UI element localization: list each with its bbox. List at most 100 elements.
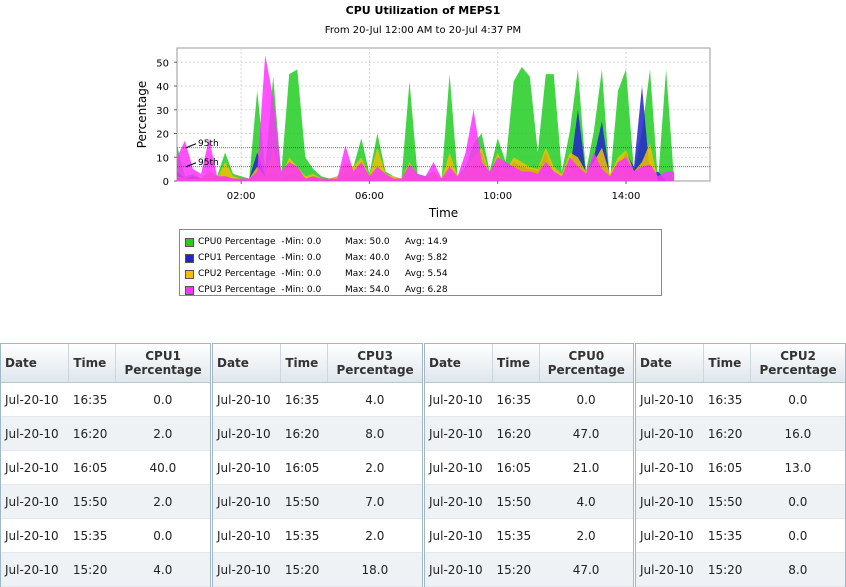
x-tick-label: 02:00: [227, 191, 256, 202]
cell-date: Jul-20-10: [213, 450, 281, 485]
legend-swatch: [185, 253, 194, 263]
column-header-time[interactable]: Time: [492, 344, 540, 383]
table-row: Jul-20-10 15:35 0.0: [1, 518, 210, 553]
y-tick-label: 0: [163, 177, 169, 188]
cell-date: Jul-20-10: [425, 518, 493, 553]
column-header-value[interactable]: CPU3 Percentage: [327, 344, 422, 383]
table-row: Jul-20-10 16:20 47.0: [425, 416, 633, 451]
cell-date: Jul-20-10: [1, 450, 69, 485]
cell-date: Jul-20-10: [425, 450, 493, 485]
column-header-time[interactable]: Time: [68, 344, 117, 383]
cell-time: 16:05: [280, 450, 328, 485]
chart-subtitle: From 20-Jul 12:00 AM to 20-Jul 4:37 PM: [324, 25, 522, 36]
x-tick-label: 10:00: [483, 191, 512, 202]
cell-time: 15:20: [703, 552, 751, 587]
cell-date: Jul-20-10: [213, 382, 281, 417]
cell-value: 21.0: [539, 450, 633, 485]
cell-date: Jul-20-10: [636, 416, 704, 451]
cell-value: 0.0: [115, 518, 210, 553]
cell-time: 15:50: [280, 484, 328, 519]
table-row: Jul-20-10 16:35 0.0: [425, 382, 633, 417]
legend-series-name: CPU0 Percentage -: [198, 237, 285, 247]
cell-value: 2.0: [327, 450, 422, 485]
cpu1-table: Date Time CPU1 Percentage Jul-20-10 16:35 0.0 J…: [0, 343, 211, 587]
series-area-0: [177, 67, 675, 181]
cell-date: Jul-20-10: [425, 382, 493, 417]
column-header-time[interactable]: Time: [703, 344, 752, 383]
cpu0-table: Date Time CPU0 Percentage Jul-20-10 16:35 0.0 J…: [424, 343, 634, 587]
table-row: Jul-20-10 15:50 2.0: [1, 484, 210, 519]
x-axis-label: Time: [428, 206, 458, 220]
cell-value: 47.0: [539, 416, 633, 451]
cell-time: 15:20: [280, 552, 328, 587]
cell-date: Jul-20-10: [1, 518, 69, 553]
column-header-time[interactable]: Time: [280, 344, 329, 383]
cell-time: 16:35: [280, 382, 328, 417]
table-row: Jul-20-10 15:35 2.0: [425, 518, 633, 553]
table-row: Jul-20-10 15:20 8.0: [636, 552, 845, 587]
cell-date: Jul-20-10: [1, 552, 69, 587]
cell-date: Jul-20-10: [636, 518, 704, 553]
table-row: Jul-20-10 15:35 2.0: [213, 518, 422, 553]
legend-series-name: CPU1 Percentage -: [198, 253, 285, 263]
cell-time: 16:20: [280, 416, 328, 451]
cell-time: 16:35: [492, 382, 540, 417]
column-header-date[interactable]: Date: [425, 344, 494, 383]
cell-value: 0.0: [750, 382, 845, 417]
cell-time: 16:20: [492, 416, 540, 451]
cell-date: Jul-20-10: [636, 382, 704, 417]
legend-avg: Avg: 14.9: [405, 237, 448, 247]
table-row: Jul-20-10 15:50 4.0: [425, 484, 633, 519]
cell-value: 8.0: [750, 552, 845, 587]
legend-series-name: CPU2 Percentage -: [198, 269, 285, 279]
cell-time: 16:20: [703, 416, 751, 451]
column-header-date[interactable]: Date: [1, 344, 70, 383]
column-header-date[interactable]: Date: [636, 344, 705, 383]
series-area-3: [177, 55, 675, 181]
cell-value: 8.0: [327, 416, 422, 451]
x-tick-label: 14:00: [612, 191, 641, 202]
table-row: Jul-20-10 15:35 0.0: [636, 518, 845, 553]
cell-time: 16:05: [68, 450, 116, 485]
cell-time: 16:20: [68, 416, 116, 451]
cell-time: 15:35: [703, 518, 751, 553]
cell-time: 15:35: [68, 518, 116, 553]
legend-avg: Avg: 5.54: [405, 269, 448, 279]
cell-date: Jul-20-10: [213, 416, 281, 451]
column-header-value[interactable]: CPU1 Percentage: [115, 344, 210, 383]
cell-time: 15:35: [492, 518, 540, 553]
cpu3-table: Date Time CPU3 Percentage Jul-20-10 16:35 4.0 J…: [212, 343, 423, 587]
table-row: Jul-20-10 15:50 7.0: [213, 484, 422, 519]
legend-series-name: CPU3 Percentage -: [198, 285, 285, 295]
legend-max: Max: 54.0: [345, 285, 390, 295]
column-header-date[interactable]: Date: [213, 344, 282, 383]
percentile-arrow: [185, 143, 197, 149]
cell-time: 15:35: [280, 518, 328, 553]
cell-time: 16:05: [703, 450, 751, 485]
cell-date: Jul-20-10: [213, 518, 281, 553]
y-tick-label: 10: [156, 153, 169, 164]
legend-entry: CPU0 Percentage - Min: 0.0 Max: 50.0 Avg: 1…: [180, 234, 661, 250]
cell-date: Jul-20-10: [213, 552, 281, 587]
cell-value: 0.0: [539, 382, 633, 417]
cell-time: 16:35: [68, 382, 116, 417]
table-row: Jul-20-10 16:35 0.0: [1, 382, 210, 417]
cell-time: 16:35: [703, 382, 751, 417]
cell-time: 15:50: [492, 484, 540, 519]
table-row: Jul-20-10 16:05 13.0: [636, 450, 845, 485]
column-header-value[interactable]: CPU2 Percentage: [750, 344, 845, 383]
cell-date: Jul-20-10: [1, 416, 69, 451]
data-table: Date Time CPU1 Percentage Jul-20-10 16:35 0.0 J…: [1, 344, 210, 587]
table-row: Jul-20-10 15:20 47.0: [425, 552, 633, 587]
cell-value: 0.0: [750, 484, 845, 519]
legend-entry: CPU2 Percentage - Min: 0.0 Max: 24.0 Avg: 5…: [180, 266, 661, 282]
cell-date: Jul-20-10: [636, 552, 704, 587]
cell-value: 2.0: [115, 484, 210, 519]
column-header-value[interactable]: CPU0 Percentage: [539, 344, 633, 383]
legend-min: Min: 0.0: [285, 285, 322, 295]
cell-time: 15:20: [492, 552, 540, 587]
y-tick-label: 50: [156, 58, 169, 69]
cell-value: 2.0: [115, 416, 210, 451]
data-table: Date Time CPU0 Percentage Jul-20-10 16:35 0.0 J…: [425, 344, 633, 587]
table-row: Jul-20-10 16:20 2.0: [1, 416, 210, 451]
